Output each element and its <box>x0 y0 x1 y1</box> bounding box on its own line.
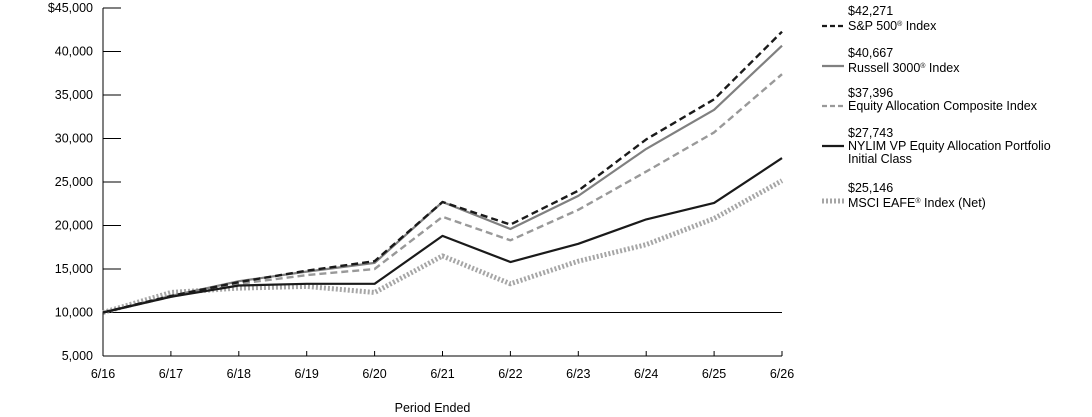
x-tick-label: 6/23 <box>566 367 590 381</box>
legend-swatch-sp500 <box>822 24 844 28</box>
series-line-2 <box>102 73 783 314</box>
y-tick-label: $45,000 <box>48 1 93 15</box>
legend-value-composite: $37,396 <box>848 86 894 100</box>
line-chart: 5,000 10,000 15,000 20,000 25,000 30,000 35,00… <box>48 1 794 415</box>
legend-label-msci-eafe: MSCI EAFE® Index (Net) <box>848 196 986 210</box>
x-tick-label: 6/16 <box>91 367 115 381</box>
legend-swatch-msci-eafe <box>822 198 844 204</box>
legend-label-portfolio: NYLIM VP Equity Allocation Portfolio <box>848 139 1051 153</box>
y-tick-label: 15,000 <box>55 262 93 276</box>
legend-value-portfolio: $27,743 <box>848 126 894 140</box>
legend-label-sp500: S&P 500® Index <box>848 19 937 33</box>
x-tick-label: 6/22 <box>498 367 522 381</box>
legend-label-russell3000: Russell 3000® Index <box>848 61 960 75</box>
x-tick-label: 6/25 <box>702 367 726 381</box>
x-tick-label: 6/19 <box>295 367 319 381</box>
x-axis-title: Period Ended <box>395 401 471 415</box>
x-tick-label: 6/24 <box>634 367 658 381</box>
y-tick-label: 10,000 <box>55 306 93 320</box>
y-tick-label: 30,000 <box>55 132 93 146</box>
x-tick-label: 6/21 <box>430 367 454 381</box>
x-tick-label: 6/17 <box>159 367 183 381</box>
y-tick-label: 20,000 <box>55 219 93 233</box>
legend-value-sp500: $42,271 <box>848 4 894 18</box>
series-line-4 <box>102 178 784 315</box>
y-tick-label: 5,000 <box>62 349 93 363</box>
series-line-0 <box>102 30 783 314</box>
legend-label-composite: Equity Allocation Composite Index <box>848 99 1037 113</box>
legend-swatch-composite <box>822 104 844 108</box>
legend-label-portfolio-line2: Initial Class <box>848 152 912 166</box>
x-tick-label: 6/20 <box>362 367 386 381</box>
legend-swatch-russell3000 <box>822 64 844 68</box>
series-line-3 <box>102 157 783 314</box>
legend-swatch-portfolio <box>822 144 844 148</box>
series-line-1 <box>102 44 783 314</box>
y-tick-label: 35,000 <box>55 88 93 102</box>
y-tick-label: 25,000 <box>55 175 93 189</box>
legend-value-msci-eafe: $25,146 <box>848 181 894 195</box>
x-tick-label: 6/18 <box>227 367 251 381</box>
x-tick-label: 6/26 <box>770 367 794 381</box>
y-tick-label: 40,000 <box>55 45 93 59</box>
legend-value-russell3000: $40,667 <box>848 46 894 60</box>
